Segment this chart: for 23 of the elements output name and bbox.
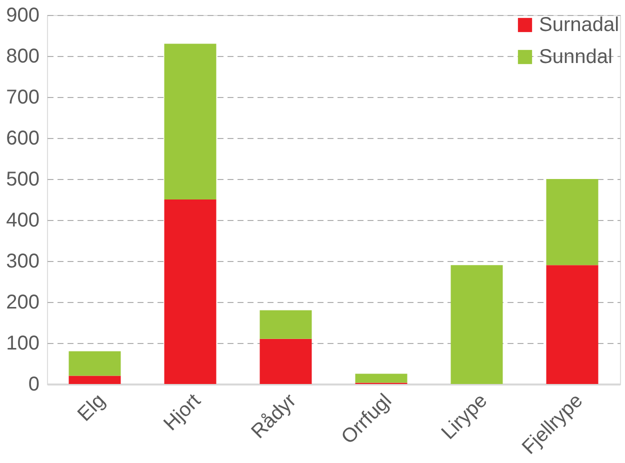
bar xyxy=(68,376,121,384)
y-tick-label: 200 xyxy=(6,292,40,314)
bar xyxy=(68,351,121,376)
y-tick-label: 900 xyxy=(6,4,40,26)
y-tick-label: 300 xyxy=(6,250,40,272)
legend-label: Sunndal xyxy=(539,46,612,68)
x-tick-label: Elg xyxy=(74,390,110,426)
bar xyxy=(546,265,598,384)
y-tick-label: 600 xyxy=(6,128,40,150)
bar xyxy=(355,374,408,383)
y-tick-label: 700 xyxy=(6,86,40,108)
bar xyxy=(260,310,312,339)
y-tick-label: 400 xyxy=(6,210,40,232)
bar xyxy=(546,179,598,266)
bar xyxy=(164,200,216,384)
legend-label: Surnadal xyxy=(539,14,620,36)
bar xyxy=(450,265,503,384)
bar xyxy=(164,44,216,200)
y-tick-label: 500 xyxy=(6,168,40,190)
y-tick-label: 100 xyxy=(6,332,40,354)
y-tick-label: 0 xyxy=(28,374,40,396)
y-tick-label: 800 xyxy=(6,46,40,68)
bar xyxy=(260,338,312,384)
